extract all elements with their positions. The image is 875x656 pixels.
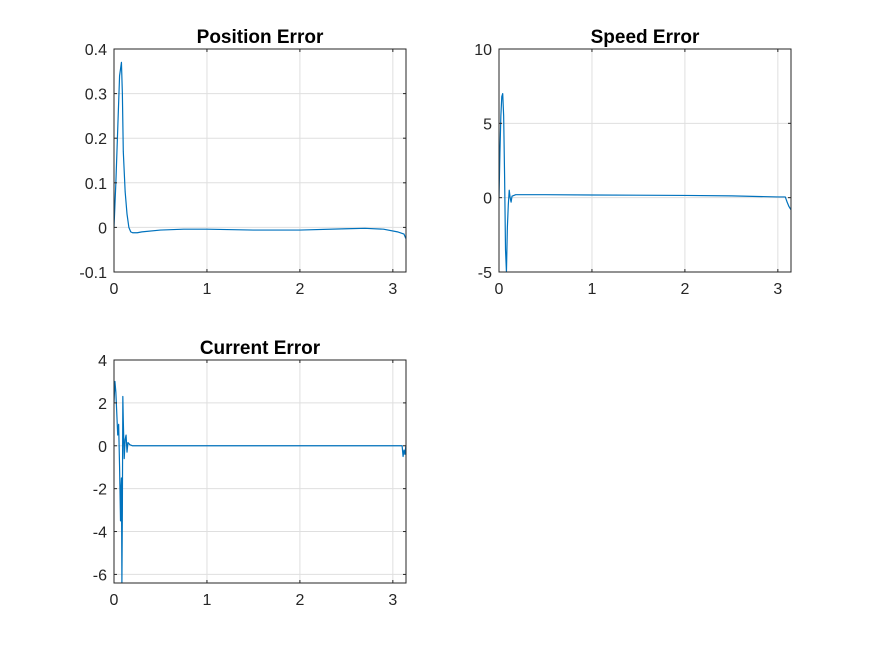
series-line-0 bbox=[114, 380, 406, 583]
y-tick-label: 0.3 bbox=[85, 87, 107, 104]
y-tick-label: 0.1 bbox=[85, 176, 107, 193]
axes-box bbox=[113, 48, 407, 273]
y-tick-label: -2 bbox=[93, 482, 107, 499]
x-tick-label: 0 bbox=[110, 281, 119, 298]
y-tick-label: 0 bbox=[98, 220, 107, 237]
x-tick-label: 3 bbox=[388, 592, 397, 609]
plot-area bbox=[114, 360, 406, 583]
plot-area bbox=[114, 49, 406, 272]
y-tick-label: 0 bbox=[98, 439, 107, 456]
chart-title: Speed Error bbox=[591, 27, 700, 48]
y-tick-label: -0.1 bbox=[79, 265, 107, 282]
current-error-axes: 0 1 2 3 -6 -4 -2 0 2 4 Current Error bbox=[93, 338, 407, 609]
y-tick-label: 0.4 bbox=[85, 42, 107, 59]
y-tick-label: 0 bbox=[483, 191, 492, 208]
x-tick-label: 3 bbox=[773, 281, 782, 298]
y-tick-label: 4 bbox=[98, 353, 107, 370]
y-tick-label: 5 bbox=[483, 116, 492, 133]
axes-box bbox=[113, 359, 407, 584]
x-tick-label: 2 bbox=[680, 281, 689, 298]
series-line-0 bbox=[114, 61, 406, 239]
plot-area bbox=[499, 49, 791, 272]
series-line-0 bbox=[499, 93, 791, 272]
y-tick-label: 2 bbox=[98, 396, 107, 413]
y-tick-label: -4 bbox=[93, 525, 107, 542]
x-tick-label: 0 bbox=[495, 281, 504, 298]
x-tick-label: 1 bbox=[587, 281, 596, 298]
x-tick-label: 1 bbox=[202, 281, 211, 298]
x-tick-label: 0 bbox=[110, 592, 119, 609]
y-tick-label: 0.2 bbox=[85, 131, 107, 148]
y-tick-label: -6 bbox=[93, 567, 107, 584]
y-tick-label: 10 bbox=[474, 42, 492, 59]
chart-title: Current Error bbox=[200, 338, 321, 359]
y-tick-label: -5 bbox=[478, 265, 492, 282]
x-tick-label: 3 bbox=[388, 281, 397, 298]
axes-box bbox=[498, 48, 792, 273]
x-tick-label: 2 bbox=[295, 281, 304, 298]
chart-title: Position Error bbox=[197, 27, 324, 48]
x-tick-label: 1 bbox=[202, 592, 211, 609]
x-tick-label: 2 bbox=[295, 592, 304, 609]
